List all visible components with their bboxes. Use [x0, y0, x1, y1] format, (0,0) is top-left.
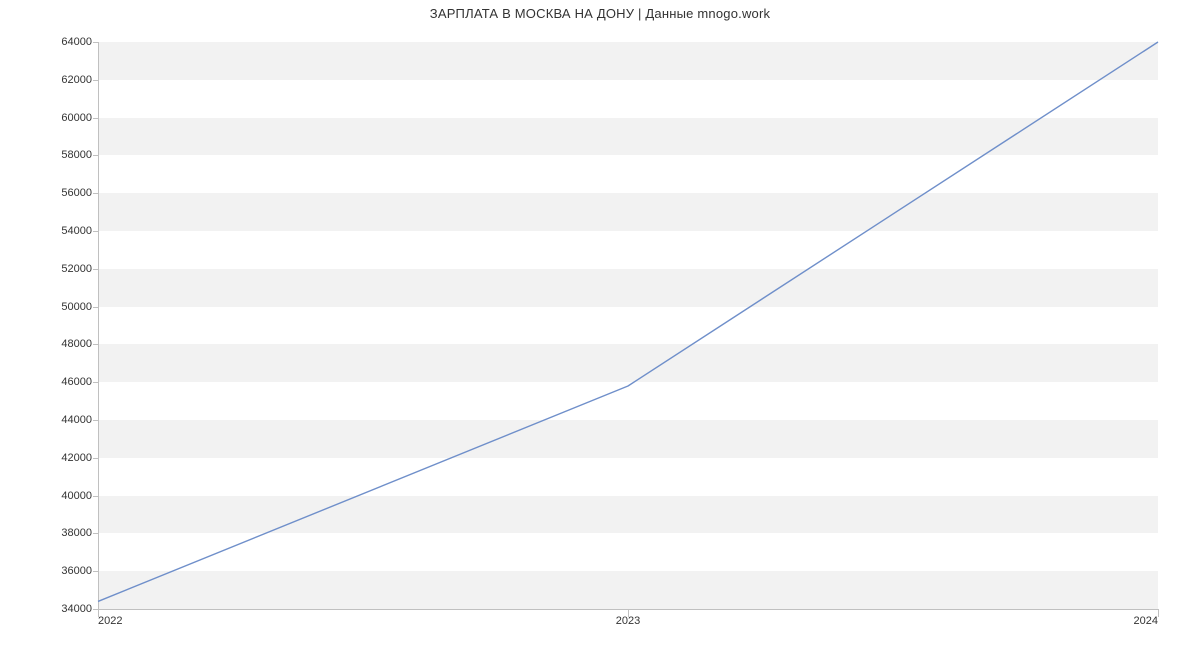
y-tick-label: 54000 [61, 225, 98, 237]
y-tick-label: 56000 [61, 187, 98, 199]
y-tick-label: 52000 [61, 263, 98, 275]
x-tick-label: 2022 [98, 609, 122, 627]
chart-title: ЗАРПЛАТА В МОСКВА НА ДОНУ | Данные mnogo… [0, 6, 1200, 21]
x-tick-label: 2023 [616, 609, 640, 627]
x-tick [1158, 609, 1159, 617]
y-tick-label: 34000 [61, 603, 98, 615]
plot-area: 3400036000380004000042000440004600048000… [98, 42, 1158, 609]
y-tick-label: 50000 [61, 301, 98, 313]
x-tick-label: 2024 [1134, 609, 1158, 627]
y-tick-label: 46000 [61, 376, 98, 388]
y-tick-label: 40000 [61, 490, 98, 502]
y-tick-label: 58000 [61, 149, 98, 161]
salary-line-chart: ЗАРПЛАТА В МОСКВА НА ДОНУ | Данные mnogo… [0, 0, 1200, 650]
y-tick-label: 42000 [61, 452, 98, 464]
y-tick-label: 48000 [61, 338, 98, 350]
y-tick-label: 38000 [61, 527, 98, 539]
series-layer [98, 42, 1158, 609]
y-tick-label: 36000 [61, 565, 98, 577]
y-tick-label: 64000 [61, 36, 98, 48]
series-line-salary [98, 42, 1158, 601]
y-tick-label: 60000 [61, 112, 98, 124]
y-tick-label: 62000 [61, 74, 98, 86]
y-tick-label: 44000 [61, 414, 98, 426]
